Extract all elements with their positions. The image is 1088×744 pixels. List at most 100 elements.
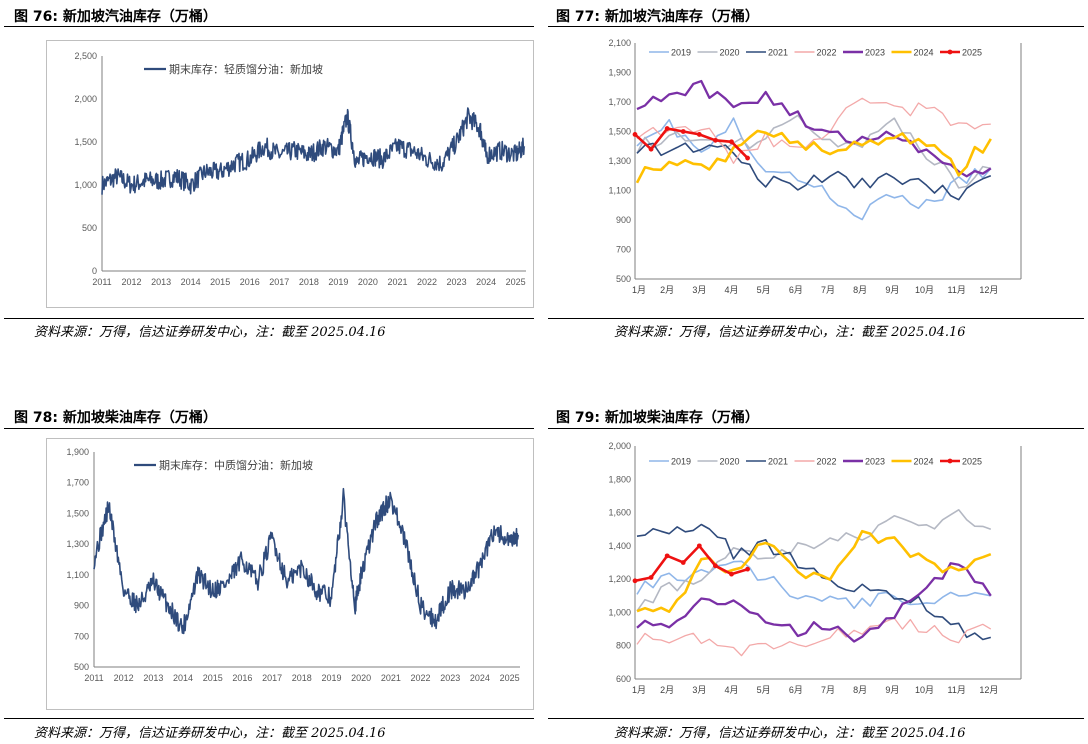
x-tick-label: 2015: [203, 673, 223, 683]
chart-c79: 600 800 1,000 1,200 1,400 1,600 1,800 2,000 1月 2月…: [608, 441, 1022, 695]
y-tick-label: 2,000: [608, 441, 631, 451]
x-tick-label: 11月: [947, 285, 965, 295]
x-tick-label: 2011: [92, 277, 111, 287]
x-tick-label: 10月: [915, 685, 934, 695]
legend-label-2019: 2019: [671, 457, 691, 467]
y-tick-label: 500: [74, 662, 89, 672]
x-tick-label: 2019: [321, 673, 341, 683]
legend-label-2019: 2019: [671, 48, 691, 58]
legend-label: 期末库存：轻质馏分油：新加坡: [169, 62, 323, 76]
point-2025: [729, 139, 734, 145]
title-divider: [548, 428, 1084, 429]
x-tick-label: 12月: [979, 685, 998, 695]
y-tick-label: 2,100: [608, 38, 631, 48]
x-tick-label: 2013: [143, 673, 163, 683]
y-tick-label: 1,900: [608, 68, 631, 78]
series-line-2022: [636, 97, 991, 164]
source-note: 资料来源：万得，信达证券研发中心，注：截至 2025.04.16: [614, 325, 966, 340]
x-tick-label: 2012: [122, 277, 142, 287]
x-tick-label: 1月: [632, 685, 646, 695]
series-line: [93, 487, 520, 635]
point-2025: [680, 129, 686, 134]
legend-label-2020: 2020: [720, 457, 740, 467]
x-tick-label: 2012: [114, 673, 134, 683]
y-tick-label: 2,500: [74, 51, 97, 61]
series-line-2025: [634, 543, 748, 583]
y-tick-label: 0: [92, 266, 97, 276]
source-divider: [548, 718, 1084, 719]
y-tick-label: 500: [616, 274, 631, 284]
point-2025: [648, 146, 654, 152]
y-tick-label: 1,900: [66, 447, 89, 457]
y-tick-label: 800: [616, 641, 631, 651]
x-tick-label: 2018: [292, 673, 312, 683]
x-tick-label: 9月: [885, 685, 899, 695]
chart-c76: 0 500 1,000 1,500 2,000 2,500 2011 2012 2013 2014…: [46, 40, 534, 308]
x-tick-label: 2023: [447, 277, 467, 287]
page-title: 图 77: 新加坡汽油库存（万桶）: [556, 9, 759, 25]
series-line-2019: [636, 560, 991, 609]
x-tick-label: 2024: [470, 673, 490, 683]
y-tick-label: 1,100: [608, 186, 631, 196]
y-tick-label: 1,300: [66, 539, 89, 549]
legend-marker-2025: [947, 49, 953, 55]
point-2025: [632, 578, 638, 584]
x-tick-label: 2017: [269, 277, 289, 287]
y-tick-label: 1,000: [608, 607, 631, 617]
x-tick-label: 2018: [299, 277, 319, 287]
y-tick-label: 1,100: [66, 570, 89, 580]
point-2025: [648, 575, 654, 580]
x-tick-label: 3月: [692, 285, 706, 295]
y-tick-label: 700: [74, 631, 89, 641]
legend-label-2024: 2024: [914, 48, 934, 58]
chart-frame: [46, 438, 534, 710]
x-tick-label: 7月: [821, 285, 835, 295]
series-line: [101, 107, 526, 195]
point-2025: [696, 543, 702, 549]
legend-label-2021: 2021: [768, 457, 788, 467]
series-line-2020: [636, 114, 991, 189]
x-tick-label: 10月: [915, 285, 934, 295]
x-tick-label: 2月: [660, 685, 674, 695]
x-tick-label: 2021: [387, 277, 407, 287]
source-divider: [548, 318, 1084, 319]
point-2025: [729, 571, 734, 577]
x-tick-label: 8月: [853, 685, 867, 695]
x-tick-label: 7月: [821, 685, 835, 695]
series-line-2022: [636, 617, 992, 657]
x-tick-label: 2月: [660, 285, 674, 295]
y-tick-label: 700: [616, 245, 631, 255]
y-tick-label: 1,400: [608, 541, 631, 551]
series-line-2024: [635, 129, 992, 184]
source-note: 资料来源：万得，信达证券研发中心，注：截至 2025.04.16: [34, 726, 386, 741]
x-tick-label: 2025: [500, 673, 520, 683]
y-tick-label: 1,500: [608, 127, 631, 137]
legend-label-2022: 2022: [817, 457, 837, 467]
legend-label-2020: 2020: [720, 48, 740, 58]
y-tick-label: 900: [74, 601, 89, 611]
x-tick-label: 2016: [232, 673, 252, 683]
x-tick-label: 2020: [351, 673, 371, 683]
page-title: 图 78: 新加坡柴油库存（万桶）: [14, 410, 217, 426]
x-tick-label: 5月: [757, 285, 771, 295]
x-tick-label: 2016: [240, 277, 260, 287]
source-note: 资料来源：万得，信达证券研发中心，注：截至 2025.04.16: [34, 325, 386, 340]
title-divider: [4, 26, 534, 27]
title-divider: [548, 26, 1084, 27]
legend-label-2023: 2023: [865, 48, 885, 58]
y-tick-label: 1,600: [608, 508, 631, 518]
y-tick-label: 600: [616, 674, 631, 684]
legend-label-2023: 2023: [865, 457, 885, 467]
point-2025: [664, 126, 670, 131]
legend-label-2021: 2021: [768, 48, 788, 58]
chart-frame: [46, 40, 534, 308]
y-tick-label: 1,000: [74, 180, 97, 190]
x-tick-label: 2014: [173, 673, 193, 683]
x-tick-label: 5月: [757, 685, 771, 695]
x-tick-label: 2015: [210, 277, 230, 287]
y-tick-label: 1,300: [608, 156, 631, 166]
point-2025: [745, 566, 750, 572]
y-tick-label: 500: [82, 223, 97, 233]
legend-label: 期末库存：中质馏分油：新加坡: [159, 458, 313, 472]
x-tick-label: 2024: [476, 277, 496, 287]
